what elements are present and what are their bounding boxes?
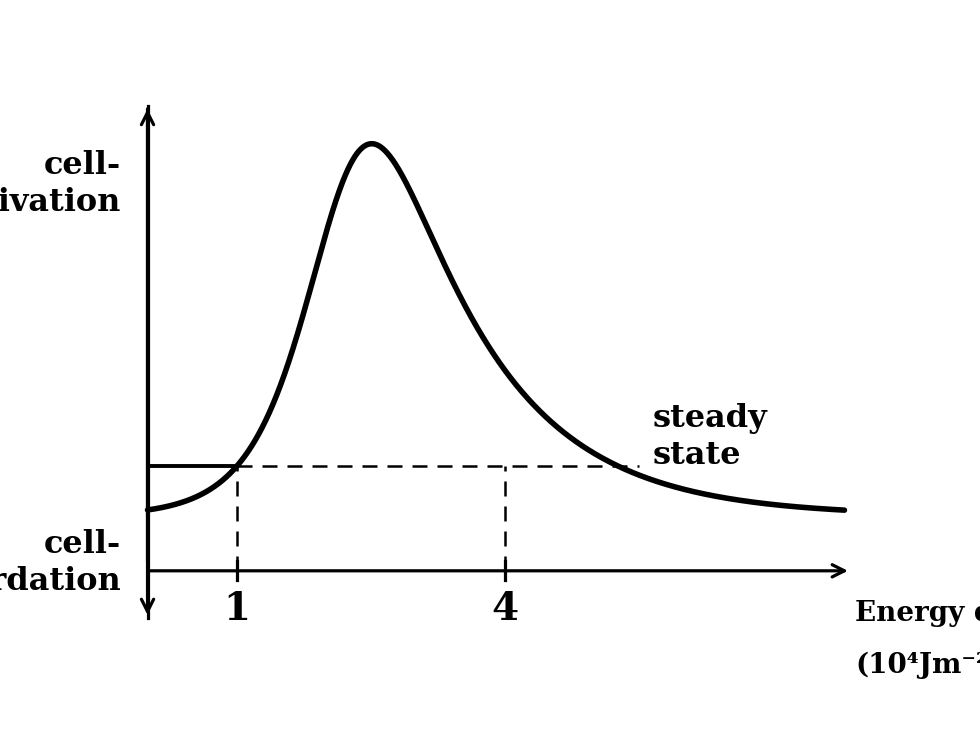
Text: steady
state: steady state xyxy=(653,403,767,470)
Text: 1: 1 xyxy=(223,590,250,628)
Text: 4: 4 xyxy=(491,590,518,628)
Text: Energy density: Energy density xyxy=(856,600,980,627)
Text: cell-
retardation: cell- retardation xyxy=(0,529,121,597)
Text: (10⁴Jm⁻²): (10⁴Jm⁻²) xyxy=(856,652,980,679)
Text: cell-
activation: cell- activation xyxy=(0,150,121,218)
